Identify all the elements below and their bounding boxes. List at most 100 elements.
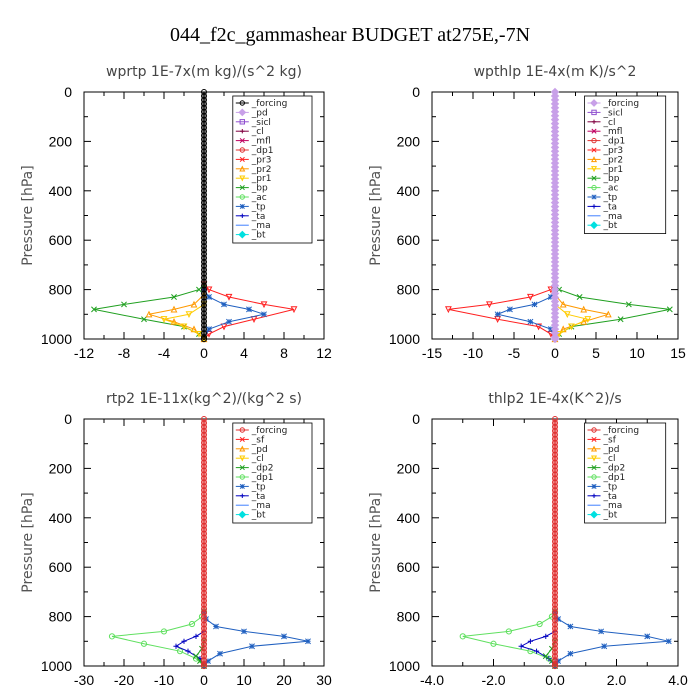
x-tick-label: -12 <box>74 345 94 361</box>
legend-marker <box>591 483 597 489</box>
legend: _forcing_sf_pd_cl_dp2_dp1_tp_ta_ma_bt <box>232 422 313 524</box>
y-tick-label: 600 <box>49 232 73 248</box>
data-point <box>185 648 191 654</box>
legend-label: _dp1 <box>251 473 274 483</box>
data-point <box>140 640 148 647</box>
zero-profile-marker <box>201 120 207 127</box>
zero-profile-marker <box>201 266 207 273</box>
legend-entry: _bt <box>235 231 266 241</box>
legend-entry: _pr2 <box>587 155 624 165</box>
legend-entry: _ta <box>235 492 266 502</box>
legend-entry: _dp1 <box>587 473 625 483</box>
y-tick-label: 0 <box>412 411 420 427</box>
zero-profile-marker <box>201 597 207 604</box>
zero-profile-marker <box>201 148 207 155</box>
zero-profile-marker <box>201 191 207 198</box>
data-point <box>494 311 501 318</box>
legend-label: _ta <box>251 212 266 222</box>
zero-profile-marker <box>201 215 207 222</box>
legend-entry: _ac <box>587 184 619 194</box>
zero-profile-marker <box>552 570 558 577</box>
legend-marker <box>591 445 598 452</box>
legend-label: _pr2 <box>603 155 624 165</box>
zero-profile-marker <box>201 439 207 446</box>
zero-profile-marker <box>201 219 207 226</box>
legend-entry: _mfl <box>587 127 622 137</box>
zero-profile-marker <box>552 574 558 581</box>
legend-label: _ta <box>603 202 618 212</box>
zero-profile-marker <box>552 562 558 569</box>
y-tick-label: 1000 <box>41 331 72 347</box>
zero-profile-marker <box>201 179 207 186</box>
zero-profile-marker <box>201 566 207 573</box>
zero-profile-marker <box>201 262 207 269</box>
zero-profile-marker <box>552 487 558 494</box>
zero-profile-marker <box>201 318 207 325</box>
legend-marker <box>591 184 597 191</box>
data-point <box>567 650 574 657</box>
x-tick-label: 0.0 <box>545 672 565 688</box>
legend-label: _forcing <box>603 99 640 109</box>
legend-marker <box>591 194 597 200</box>
y-tick-label: 400 <box>49 510 73 526</box>
zero-profile-marker <box>201 637 207 644</box>
legend-label: _ta <box>251 492 266 502</box>
legend-entry: _ma <box>587 501 622 511</box>
data-point <box>260 301 268 309</box>
data-point <box>181 638 187 644</box>
zero-profile-marker <box>552 479 558 486</box>
zero-profile-marker <box>201 326 207 333</box>
zero-profile-marker <box>201 227 207 234</box>
zero-profile-marker <box>550 332 560 342</box>
zero-profile-marker <box>201 314 207 321</box>
y-axis-label: Pressure [hPa] <box>368 165 384 265</box>
zero-profile-marker <box>201 416 207 422</box>
legend-marker <box>239 203 245 209</box>
zero-profile-marker <box>201 518 207 525</box>
legend-entry: _ta <box>235 212 266 222</box>
zero-profile-marker <box>552 633 558 640</box>
zero-profile-marker <box>201 487 207 494</box>
data-point <box>305 638 311 645</box>
zero-profile-marker <box>201 613 207 620</box>
zero-profile-marker <box>201 203 207 210</box>
legend-label: _bt <box>251 231 266 241</box>
data-point <box>205 286 213 294</box>
legend-marker <box>239 465 245 471</box>
legend-entry: _sf <box>235 435 265 445</box>
zero-profile-marker <box>201 585 207 592</box>
zero-profile-marker <box>552 419 558 426</box>
zero-profile-marker <box>552 518 558 525</box>
legend-marker <box>240 213 245 218</box>
zero-profile-marker <box>552 467 558 474</box>
zero-profile-marker <box>552 649 558 656</box>
data-point <box>665 638 672 645</box>
legend-box <box>232 422 313 524</box>
legend-label: _cl <box>603 118 616 128</box>
zero-profile-marker <box>201 526 207 533</box>
zero-profile-marker <box>552 463 558 470</box>
legend-label: _ta <box>603 492 618 502</box>
y-tick-label: 800 <box>49 609 73 625</box>
data-point <box>193 653 199 660</box>
zero-profile-marker <box>201 443 207 450</box>
legend-entry: _bt <box>587 511 618 521</box>
zero-profile-marker <box>201 330 207 337</box>
legend-marker <box>240 493 245 498</box>
zero-profile-marker <box>201 211 207 218</box>
data-point <box>195 330 203 338</box>
data-point <box>531 301 538 308</box>
zero-profile-marker <box>552 514 558 521</box>
legend-label: _bp <box>251 184 268 194</box>
data-point <box>547 294 554 300</box>
overlap-profile <box>201 416 207 668</box>
legend: _forcing_pd_sicl_cl_mfl_dp1_pr3_pr2_pr1_… <box>232 95 313 244</box>
zero-profile-marker <box>552 427 558 434</box>
legend-label: _bp <box>603 174 620 184</box>
zero-profile-marker <box>201 298 207 305</box>
overlap-profile <box>552 416 558 668</box>
zero-profile-marker <box>552 661 558 668</box>
overlap-profile <box>550 87 560 342</box>
legend-marker <box>591 109 597 116</box>
legend-label: _forcing <box>603 426 640 436</box>
